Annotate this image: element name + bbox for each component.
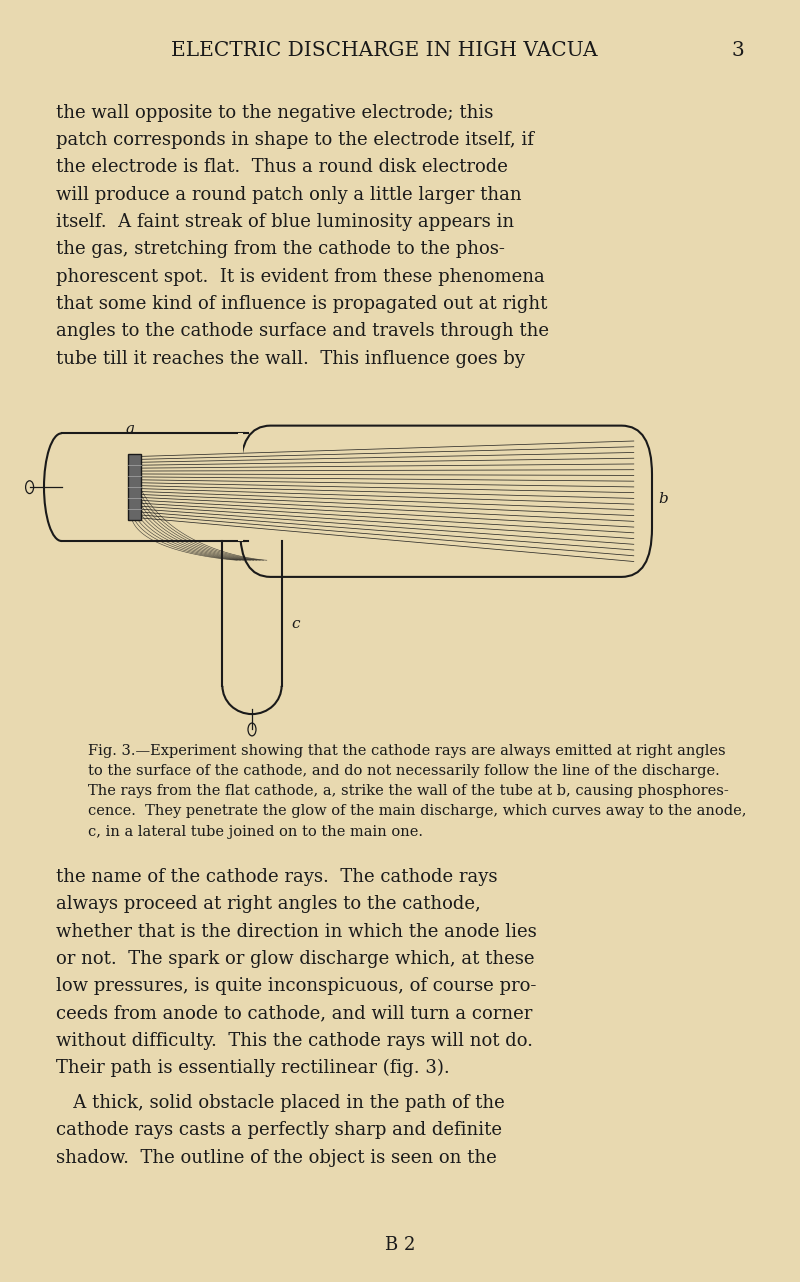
Text: to the surface of the cathode, and do not necessarily follow the line of the dis: to the surface of the cathode, and do no… <box>88 764 720 778</box>
Text: A thick, solid obstacle placed in the path of the: A thick, solid obstacle placed in the pa… <box>56 1094 505 1111</box>
Text: the wall opposite to the negative electrode; this: the wall opposite to the negative electr… <box>56 104 494 122</box>
Text: ELECTRIC DISCHARGE IN HIGH VACUA: ELECTRIC DISCHARGE IN HIGH VACUA <box>170 41 598 60</box>
Text: shadow.  The outline of the object is seen on the: shadow. The outline of the object is see… <box>56 1149 497 1167</box>
Text: or not.  The spark or glow discharge which, at these: or not. The spark or glow discharge whic… <box>56 950 534 968</box>
Text: tube till it reaches the wall.  This influence goes by: tube till it reaches the wall. This infl… <box>56 350 525 368</box>
Text: the electrode is flat.  Thus a round disk electrode: the electrode is flat. Thus a round disk… <box>56 159 508 177</box>
Text: b: b <box>658 492 668 505</box>
Text: cathode rays casts a perfectly sharp and definite: cathode rays casts a perfectly sharp and… <box>56 1122 502 1140</box>
Text: c, in a lateral tube joined on to the main one.: c, in a lateral tube joined on to the ma… <box>88 824 423 838</box>
Text: will produce a round patch only a little larger than: will produce a round patch only a little… <box>56 186 522 204</box>
Text: low pressures, is quite inconspicuous, of course pro-: low pressures, is quite inconspicuous, o… <box>56 977 536 995</box>
Text: without difficulty.  This the cathode rays will not do.: without difficulty. This the cathode ray… <box>56 1032 533 1050</box>
Text: whether that is the direction in which the anode lies: whether that is the direction in which t… <box>56 923 537 941</box>
Text: 3: 3 <box>731 41 744 60</box>
Text: that some kind of influence is propagated out at right: that some kind of influence is propagate… <box>56 295 547 313</box>
Text: Their path is essentially rectilinear (fig. 3).: Their path is essentially rectilinear (f… <box>56 1059 450 1077</box>
Text: phorescent spot.  It is evident from these phenomena: phorescent spot. It is evident from thes… <box>56 268 545 286</box>
Text: the name of the cathode rays.  The cathode rays: the name of the cathode rays. The cathod… <box>56 868 498 886</box>
Text: itself.  A faint streak of blue luminosity appears in: itself. A faint streak of blue luminosit… <box>56 213 514 231</box>
Text: a: a <box>126 422 135 436</box>
Text: ceeds from anode to cathode, and will turn a corner: ceeds from anode to cathode, and will tu… <box>56 1004 532 1023</box>
Text: The rays from the flat cathode, a, strike the wall of the tube at b, causing pho: The rays from the flat cathode, a, strik… <box>88 785 729 799</box>
Text: B 2: B 2 <box>385 1236 415 1254</box>
Text: patch corresponds in shape to the electrode itself, if: patch corresponds in shape to the electr… <box>56 131 534 149</box>
Text: cence.  They penetrate the glow of the main discharge, which curves away to the : cence. They penetrate the glow of the ma… <box>88 804 746 818</box>
Text: always proceed at right angles to the cathode,: always proceed at right angles to the ca… <box>56 895 481 913</box>
Text: the gas, stretching from the cathode to the phos-: the gas, stretching from the cathode to … <box>56 241 505 259</box>
Text: angles to the cathode surface and travels through the: angles to the cathode surface and travel… <box>56 322 549 340</box>
Bar <box>128 454 141 520</box>
Text: Fig. 3.—Experiment showing that the cathode rays are always emitted at right ang: Fig. 3.—Experiment showing that the cath… <box>88 744 726 758</box>
Text: c: c <box>291 618 300 631</box>
